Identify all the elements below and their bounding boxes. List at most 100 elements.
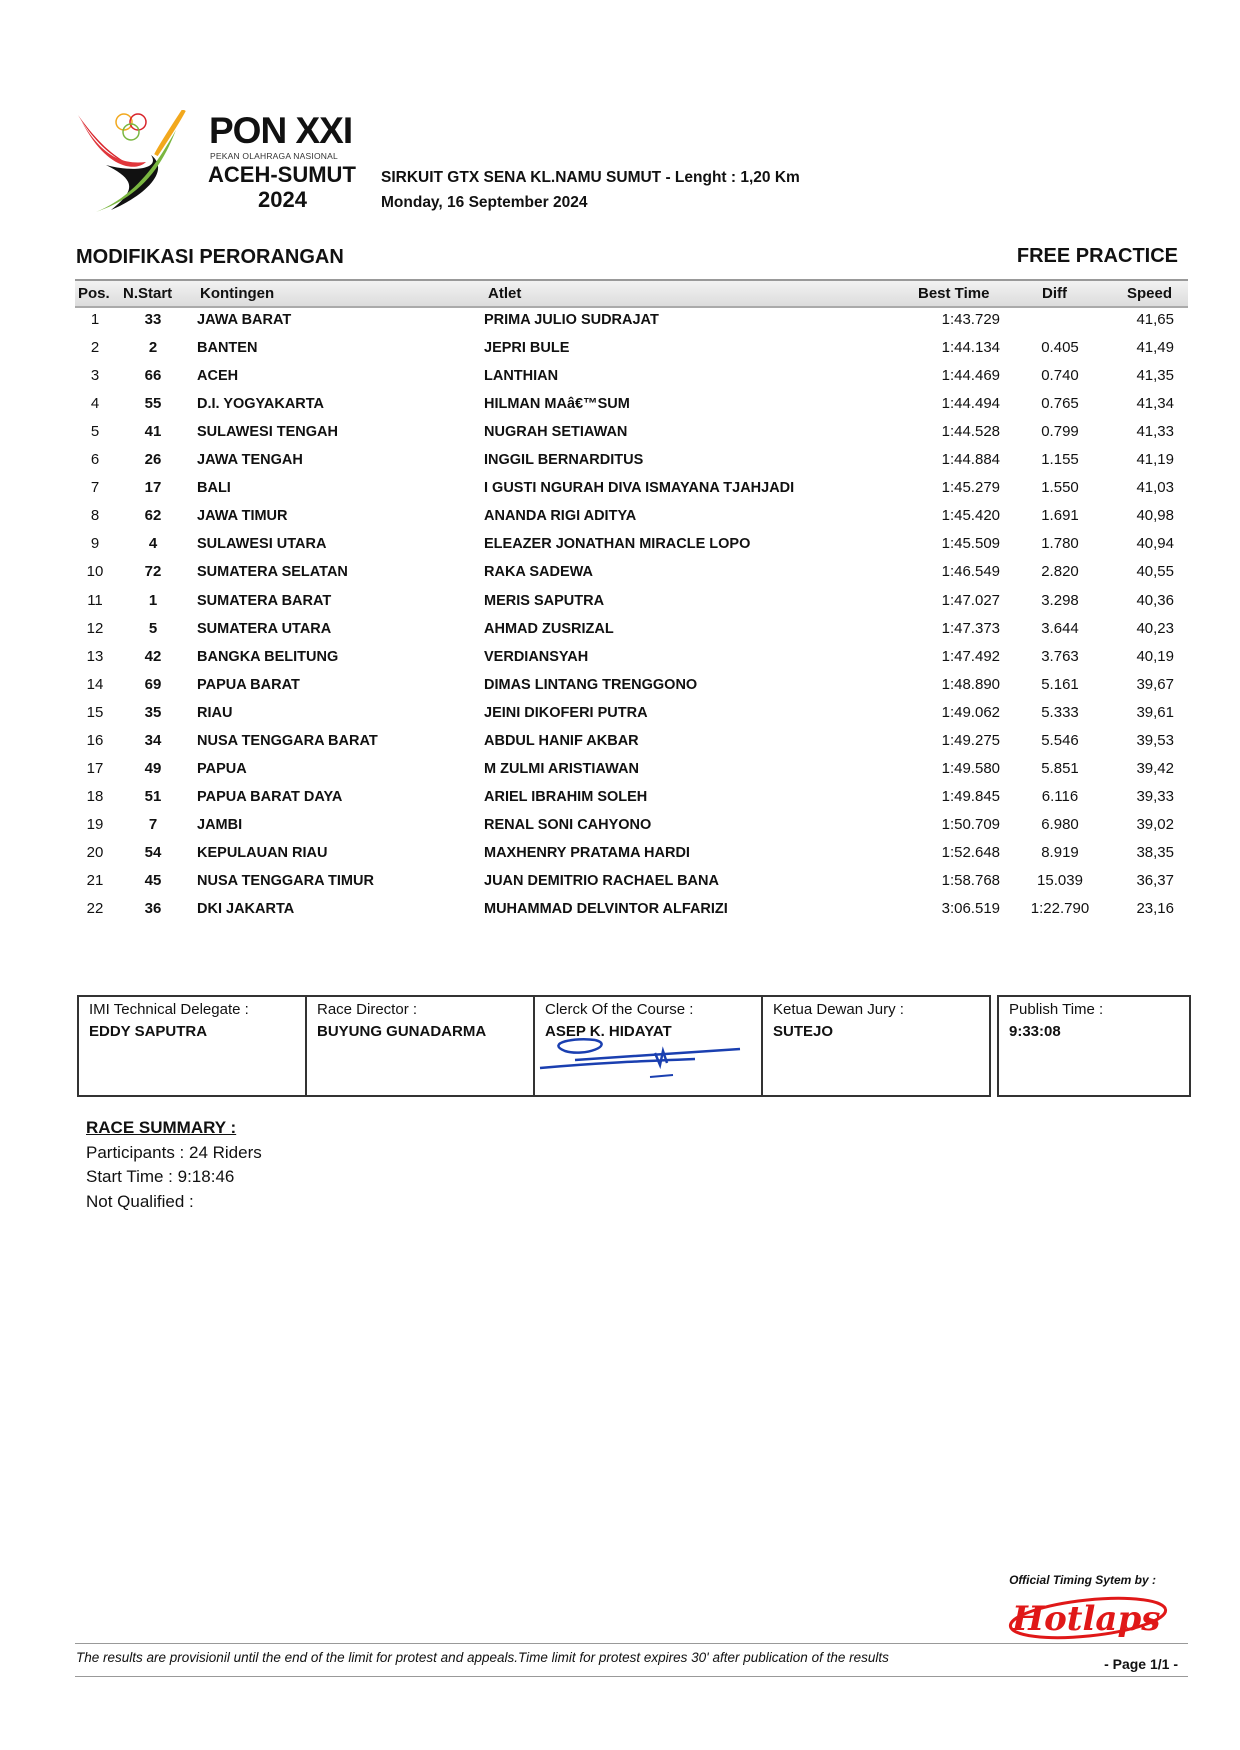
pos-cell: 9: [90, 535, 100, 553]
session-title: FREE PRACTICE: [1016, 245, 1178, 267]
pos-cell: 5: [90, 423, 100, 441]
col-diff: Diff: [1042, 285, 1067, 302]
best-time-cell: 1:48.890: [941, 675, 1000, 693]
kontingen-cell: NUSA TENGGARA BARAT: [197, 732, 378, 749]
atlet-cell: MERIS SAPUTRA: [484, 592, 605, 609]
atlet-cell: JEINI DIKOFERI PUTRA: [484, 704, 648, 721]
speed-cell: 40,23: [1136, 619, 1174, 637]
diff-cell: 5.851: [1041, 759, 1079, 777]
pos-cell: 16: [86, 731, 104, 749]
speed-cell: 23,16: [1136, 900, 1174, 918]
atlet-cell: M ZULMI ARISTIAWAN: [484, 760, 639, 777]
speed-cell: 41,34: [1136, 395, 1174, 413]
timing-label: Official Timing Sytem by :: [1009, 1573, 1156, 1587]
table-row: 2 2 BANTEN JEPRI BULE 1:44.134 0.405 41,49: [75, 334, 1188, 362]
pos-cell: 6: [90, 451, 100, 469]
pos-cell: 15: [86, 703, 104, 721]
best-time-cell: 1:47.027: [941, 591, 1000, 609]
best-time-cell: 1:44.469: [941, 367, 1000, 385]
kontingen-cell: BANGKA BELITUNG: [197, 648, 339, 665]
table-row: 11 1 SUMATERA BARAT MERIS SAPUTRA 1:47.027 3.…: [75, 587, 1188, 615]
publish-time-box: Publish Time : 9:33:08: [997, 995, 1191, 1097]
nstart-cell: 33: [144, 311, 162, 328]
official-name: BUYUNG GUNADARMA: [317, 1023, 487, 1040]
table-row: 5 41 SULAWESI TENGAH NUGRAH SETIAWAN 1:44.52…: [75, 418, 1188, 446]
kontingen-cell: PAPUA BARAT: [197, 676, 300, 693]
footer-divider-bottom: [75, 1676, 1188, 1677]
speed-cell: 36,37: [1136, 872, 1174, 889]
speed-cell: 41,65: [1136, 311, 1174, 328]
official-role: IMI Technical Delegate :: [89, 1001, 249, 1018]
col-best-time: Best Time: [918, 285, 990, 302]
diff-cell: 3.298: [1041, 591, 1079, 609]
signature-icon: [539, 1038, 741, 1078]
pon-logo-icon: [78, 110, 186, 212]
best-time-cell: 3:06.519: [941, 900, 1000, 918]
speed-cell: 40,19: [1136, 647, 1174, 665]
table-header: Pos. N.Start Kontingen Atlet Best Time D…: [75, 279, 1188, 308]
atlet-cell: MAXHENRY PRATAMA HARDI: [484, 844, 690, 861]
kontingen-cell: PAPUA BARAT DAYA: [197, 788, 343, 805]
kontingen-cell: SULAWESI TENGAH: [197, 424, 338, 441]
diff-cell: 1.691: [1041, 507, 1079, 525]
official-role: Race Director :: [317, 1001, 418, 1018]
speed-cell: 39,42: [1136, 759, 1174, 777]
nstart-cell: 54: [144, 843, 162, 861]
best-time-cell: 1:58.768: [941, 872, 1000, 889]
kontingen-cell: PAPUA: [197, 760, 247, 777]
speed-cell: 39,67: [1136, 675, 1174, 693]
best-time-cell: 1:44.494: [941, 395, 1000, 413]
speed-cell: 39,61: [1136, 703, 1174, 721]
diff-cell: 5.161: [1041, 675, 1079, 693]
nstart-cell: 41: [144, 423, 162, 441]
table-row: 21 45 NUSA TENGGARA TIMUR JUAN DEMITRIO RAC…: [75, 867, 1188, 895]
atlet-cell: ANANDA RIGI ADITYA: [484, 508, 637, 525]
atlet-cell: MUHAMMAD DELVINTOR ALFARIZI: [484, 901, 728, 918]
official-role: Ketua Dewan Jury :: [773, 1001, 904, 1018]
atlet-cell: JEPRI BULE: [484, 340, 570, 357]
speed-cell: 39,33: [1136, 787, 1174, 805]
kontingen-cell: D.I. YOGYAKARTA: [197, 396, 325, 413]
kontingen-cell: RIAU: [197, 704, 233, 721]
event-date: Monday, 16 September 2024: [381, 194, 588, 211]
summary-start-time: Start Time : 9:18:46: [86, 1167, 235, 1186]
table-row: 22 36 DKI JAKARTA MUHAMMAD DELVINTOR ALFARI…: [75, 895, 1188, 923]
hotlaps-logo-icon: Hotlaps: [1008, 1596, 1168, 1640]
best-time-cell: 1:47.373: [941, 619, 1000, 637]
kontingen-cell: BANTEN: [197, 340, 258, 357]
pos-cell: 17: [86, 759, 104, 777]
best-time-cell: 1:46.549: [941, 563, 1000, 581]
nstart-cell: 34: [144, 731, 162, 749]
diff-cell: 8.919: [1041, 843, 1079, 861]
table-row: 18 51 PAPUA BARAT DAYA ARIEL IBRAHIM SOLEH 1…: [75, 783, 1188, 811]
atlet-cell: JUAN DEMITRIO RACHAEL BANA: [484, 873, 719, 889]
speed-cell: 41,35: [1136, 367, 1174, 385]
nstart-cell: 69: [144, 675, 162, 693]
official-role: Clerck Of the Course :: [545, 1001, 694, 1018]
nstart-cell: 62: [144, 507, 162, 525]
best-time-cell: 1:44.528: [941, 423, 1000, 441]
category-title: MODIFIKASI PERORANGAN: [76, 246, 344, 268]
kontingen-cell: SUMATERA BARAT: [197, 592, 332, 609]
col-kontingen: Kontingen: [200, 285, 275, 302]
summary-title: RACE SUMMARY :: [86, 1118, 237, 1137]
best-time-cell: 1:43.729: [941, 311, 1000, 328]
best-time-cell: 1:47.492: [941, 647, 1000, 665]
kontingen-cell: NUSA TENGGARA TIMUR: [197, 873, 374, 889]
kontingen-cell: ACEH: [197, 368, 239, 385]
table-row: 4 55 D.I. YOGYAKARTA HILMAN MAâ€™SUM 1:44.49…: [75, 390, 1188, 418]
summary-participants: Participants : 24 Riders: [86, 1143, 262, 1162]
diff-cell: 5.333: [1041, 703, 1079, 721]
atlet-cell: ELEAZER JONATHAN MIRACLE LOPO: [484, 536, 751, 553]
kontingen-cell: SULAWESI UTARA: [197, 536, 327, 553]
pos-cell: 11: [87, 591, 103, 609]
pos-cell: 10: [86, 563, 104, 581]
publish-label: Publish Time :: [1009, 1001, 1104, 1018]
diff-cell: 1.550: [1041, 479, 1079, 497]
speed-cell: 39,02: [1136, 815, 1174, 833]
table-row: 8 62 JAWA TIMUR ANANDA RIGI ADITYA 1:45.420 1…: [75, 502, 1188, 530]
table-row: 15 35 RIAU JEINI DIKOFERI PUTRA 1:49.062 5.33…: [75, 699, 1188, 727]
speed-cell: 38,35: [1136, 843, 1174, 861]
diff-cell: 0.405: [1041, 339, 1079, 357]
table-row: 10 72 SUMATERA SELATAN RAKA SADEWA 1:46.549 2…: [75, 558, 1188, 586]
